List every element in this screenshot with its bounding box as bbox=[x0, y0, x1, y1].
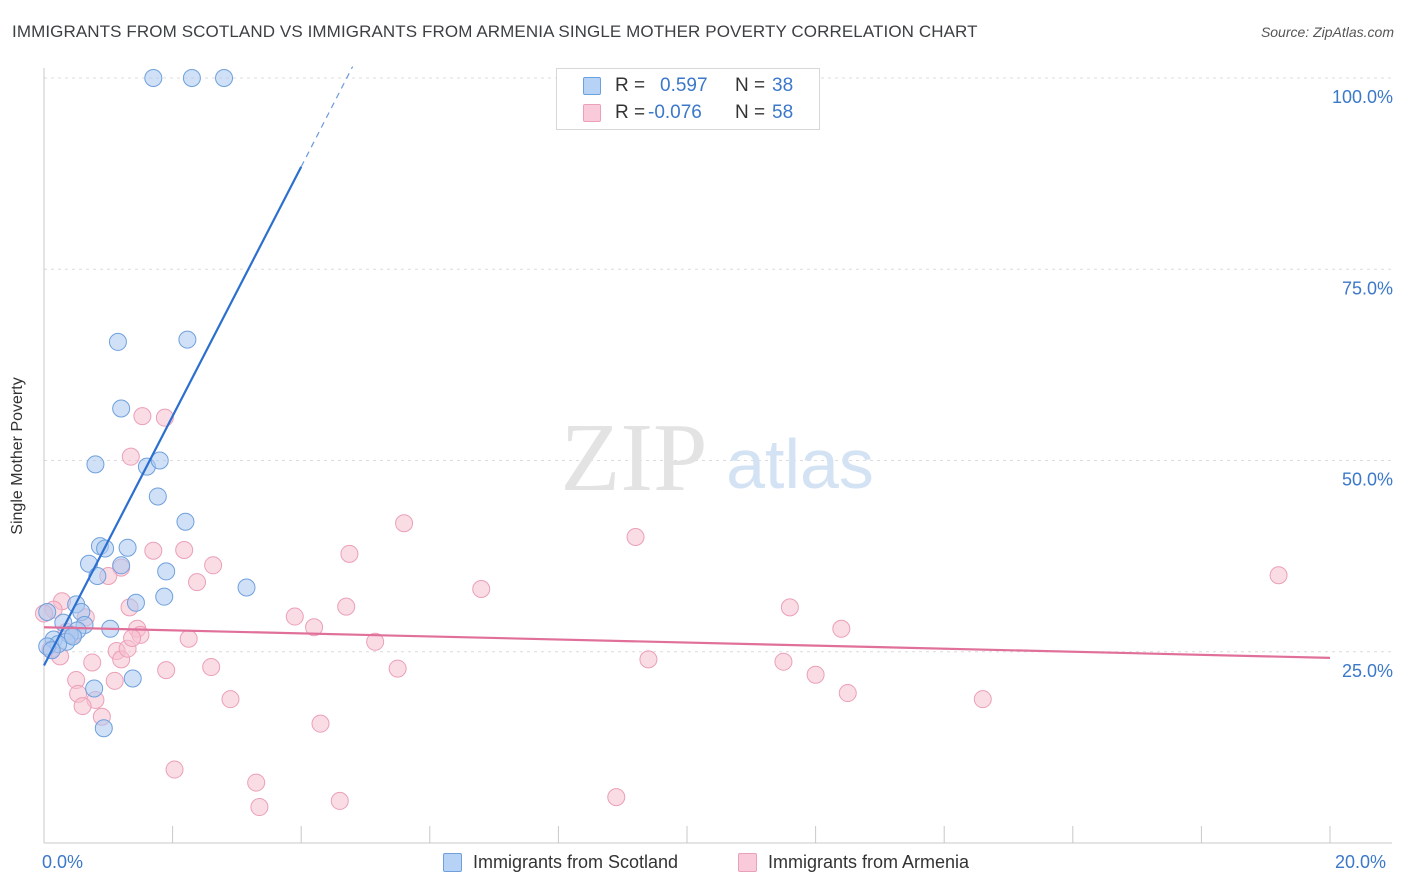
scotland-point-16 bbox=[157, 562, 176, 581]
scotland-point-5 bbox=[112, 399, 131, 418]
scotland-point-1 bbox=[182, 69, 201, 87]
legend-r-value: -0.076 bbox=[648, 102, 702, 123]
scotland-point-17 bbox=[88, 567, 107, 586]
scotland-point-15 bbox=[112, 556, 131, 575]
scotland-point-36 bbox=[94, 719, 113, 738]
armenia-point-16 bbox=[337, 597, 356, 616]
y-tick-label-0: 25.0% bbox=[1342, 661, 1393, 681]
armenia-point-30 bbox=[83, 653, 102, 672]
armenia-point-17 bbox=[780, 598, 799, 617]
scotland-point-6 bbox=[86, 455, 105, 474]
scotland-point-10 bbox=[176, 512, 195, 531]
armenia-point-4 bbox=[626, 528, 645, 546]
legend-label-scotland: Immigrants from Scotland bbox=[473, 852, 679, 872]
legend-swatch-scotland bbox=[583, 77, 601, 95]
armenia-point-3 bbox=[395, 514, 414, 533]
legend-row-scotland: R = 0.597 N = 38 bbox=[557, 73, 819, 99]
legend-n-label: N = bbox=[735, 75, 766, 96]
watermark-atlas: atlas bbox=[726, 425, 874, 503]
armenia-point-36 bbox=[157, 661, 176, 680]
armenia-point-25 bbox=[179, 629, 198, 648]
armenia-point-34 bbox=[202, 658, 221, 677]
watermark-zip: ZIP bbox=[561, 404, 708, 512]
scotland-trend-line bbox=[43, 166, 303, 667]
x-tick-label-max: 20.0% bbox=[1335, 852, 1387, 872]
armenia-point-26 bbox=[366, 632, 385, 651]
scotland-point-4 bbox=[178, 330, 197, 349]
y-axis-label: Single Mother Poverty bbox=[9, 377, 26, 535]
legend-n-value: 58 bbox=[772, 102, 794, 123]
armenia-point-11 bbox=[188, 573, 207, 592]
armenia-point-57 bbox=[123, 628, 142, 647]
source-label: Source: ZipAtlas.com bbox=[1260, 24, 1394, 40]
armenia-point-45 bbox=[73, 697, 92, 716]
chart-title: IMMIGRANTS FROM SCOTLAND VS IMMIGRANTS F… bbox=[12, 22, 978, 41]
scotland-point-34 bbox=[85, 679, 104, 698]
scotland-point-8 bbox=[150, 451, 169, 470]
armenia-point-9 bbox=[204, 556, 223, 575]
armenia-point-49 bbox=[247, 773, 266, 792]
scotland-point-19 bbox=[155, 587, 174, 606]
legend-r-label: R = bbox=[615, 102, 646, 123]
armenia-point-32 bbox=[639, 650, 658, 669]
legend-swatch-armenia bbox=[583, 104, 601, 122]
y-tick-label-2: 75.0% bbox=[1342, 278, 1393, 298]
scotland-point-37 bbox=[63, 627, 82, 646]
armenia-point-0 bbox=[133, 407, 152, 426]
axes bbox=[43, 68, 1392, 844]
x-tick-label-min: 0.0% bbox=[42, 852, 84, 872]
scotland-point-33 bbox=[38, 602, 57, 621]
armenia-point-18 bbox=[285, 607, 304, 626]
armenia-point-42 bbox=[221, 690, 240, 709]
armenia-point-39 bbox=[806, 665, 825, 684]
legend-swatch-scotland bbox=[443, 853, 462, 872]
armenia-point-22 bbox=[832, 619, 851, 638]
armenia-point-20 bbox=[305, 618, 324, 637]
armenia-point-52 bbox=[607, 788, 626, 807]
grid-lines bbox=[44, 77, 1394, 653]
correlation-legend: R = 0.597 N = 38 R = -0.076 N = 58 bbox=[556, 68, 820, 130]
legend-r-label: R = bbox=[615, 75, 646, 96]
armenia-point-50 bbox=[250, 798, 269, 817]
armenia-point-38 bbox=[105, 671, 124, 690]
legend-swatch-armenia bbox=[738, 853, 757, 872]
y-tick-label-3: 100.0% bbox=[1332, 87, 1393, 107]
scotland-trend-extension bbox=[300, 66, 354, 168]
armenia-point-43 bbox=[838, 684, 857, 703]
armenia-point-6 bbox=[175, 541, 194, 560]
y-tick-labels: 25.0% 50.0% 75.0% 100.0% bbox=[1332, 87, 1393, 681]
armenia-point-7 bbox=[340, 544, 359, 563]
armenia-point-44 bbox=[973, 690, 992, 709]
scotland-point-18 bbox=[237, 578, 256, 597]
armenia-point-12 bbox=[1269, 566, 1288, 585]
legend-label-armenia: Immigrants from Armenia bbox=[768, 852, 970, 872]
armenia-point-33 bbox=[774, 652, 793, 671]
armenia-point-48 bbox=[165, 760, 184, 779]
armenia-point-47 bbox=[311, 714, 330, 733]
watermark: ZIP atlas bbox=[561, 404, 874, 512]
armenia-point-35 bbox=[388, 659, 407, 678]
trend-lines bbox=[43, 66, 1331, 667]
armenia-point-2 bbox=[121, 447, 140, 466]
armenia-point-51 bbox=[330, 791, 349, 810]
scotland-point-9 bbox=[148, 487, 167, 506]
scotland-point-3 bbox=[108, 332, 127, 351]
scotland-point-20 bbox=[126, 593, 145, 612]
legend-r-value: 0.597 bbox=[660, 75, 708, 96]
scotland-point-35 bbox=[123, 669, 142, 688]
scotland-point-13 bbox=[118, 538, 137, 557]
armenia-points bbox=[35, 407, 1288, 817]
y-tick-label-1: 50.0% bbox=[1342, 470, 1393, 490]
legend-n-label: N = bbox=[735, 102, 766, 123]
armenia-trend-line bbox=[43, 626, 1331, 659]
scotland-point-2 bbox=[215, 69, 234, 87]
legend-n-value: 38 bbox=[772, 75, 794, 96]
armenia-point-5 bbox=[144, 541, 163, 560]
armenia-point-13 bbox=[472, 580, 491, 599]
legend-row-armenia: R = -0.076 N = 58 bbox=[557, 100, 819, 126]
scotland-point-0 bbox=[144, 69, 163, 87]
